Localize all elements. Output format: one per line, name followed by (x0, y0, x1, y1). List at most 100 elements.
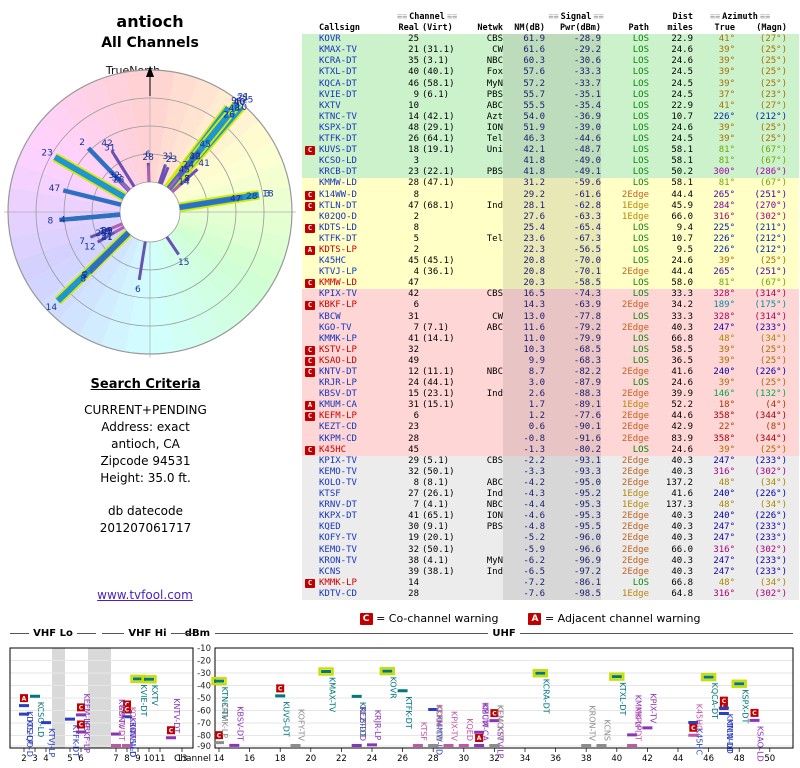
path-cell: LOS (632, 56, 649, 67)
callsign-link[interactable]: KMAX-TV (319, 45, 357, 56)
callsign-link[interactable]: KGO-TV (319, 322, 352, 333)
table-row: C KEFM-LP 6 1.2 -77.6 2Edge 44.6 358° (344°) (302, 411, 799, 423)
callsign-link[interactable]: KMUM-CA (319, 400, 357, 411)
path-cell: 2Edge (621, 566, 649, 577)
azimuth-magn-cell: (270°) (754, 200, 787, 211)
channel-tick-label: 16 (244, 754, 255, 764)
callsign-link[interactable]: KCNS (319, 566, 341, 577)
radar-sector (150, 212, 273, 304)
callsign-link[interactable]: KOFY-TV (319, 533, 357, 544)
warning-flag-cell: C (305, 578, 319, 589)
db-datecode-value: 201207061717 (99, 521, 192, 535)
table-row: KRON-TV 38 (4.1) MyN -6.2 -96.9 2Edge 40.3 247° (… (302, 555, 799, 567)
callsign-link[interactable]: KMMW-LD (319, 278, 357, 289)
callsign-link[interactable]: KTFK-DT (319, 134, 357, 145)
callsign-link[interactable]: KRCB-DT (319, 167, 357, 178)
callsign-link[interactable]: KSTV-LP (319, 344, 357, 355)
pwr-dbm-cell: -70.1 (545, 267, 601, 279)
network-cell (463, 356, 503, 367)
callsign-link[interactable]: KXTV (319, 100, 341, 111)
callsign-link[interactable]: KBKF-LP (319, 300, 357, 311)
callsign-link[interactable]: KEZT-CD (319, 422, 357, 433)
callsign-cell: KCRA-DT (319, 56, 391, 67)
callsign-link[interactable]: KRJR-LP (319, 378, 357, 389)
callsign-link[interactable]: KOLO-TV (319, 477, 357, 488)
chart-warning-letter: C (217, 732, 222, 739)
callsign-link[interactable]: KPIX-TV (319, 289, 357, 300)
radar-sector (10, 212, 151, 261)
callsign-link[interactable]: KNTV-DT (319, 367, 357, 377)
warning-flag-cell (305, 323, 319, 334)
callsign-link[interactable]: KMMK-LP (319, 577, 357, 588)
nm-db-cell: -1.3 (503, 444, 545, 456)
callsign-link[interactable]: K02QO-D (319, 211, 357, 222)
callsign-link[interactable]: KTFK-DT (319, 233, 357, 244)
virtual-channel-cell (419, 300, 463, 311)
radar-channel-label: 15 (178, 258, 189, 268)
callsign-link[interactable]: KSPX-DT (319, 122, 357, 133)
callsign-link[interactable]: KEFM-LP (319, 411, 357, 422)
uhf-panel-border (214, 647, 794, 749)
callsign-link[interactable]: KQCA-DT (319, 78, 357, 89)
callsign-link[interactable]: KBSV-DT (319, 389, 357, 400)
callsign-link[interactable]: KUVS-DT (319, 145, 357, 156)
real-channel-cell: 2 (413, 244, 419, 255)
callsign-link[interactable]: KTLN-DT (319, 200, 357, 211)
azimuth-true-cell: 240° (713, 511, 735, 522)
callsign-link[interactable]: KEMO-TV (319, 466, 357, 477)
callsign-link[interactable]: K45HC (319, 256, 347, 267)
warning-flag-cell (305, 334, 319, 345)
callsign-link[interactable]: KDTS-LD (319, 222, 357, 233)
nm-db-cell: 20.8 (503, 256, 545, 268)
virtual-channel-cell: (9.1) (422, 522, 450, 533)
warning-flag-cell: C (305, 445, 319, 456)
callsign-link[interactable]: KDTV-CD (319, 588, 357, 599)
table-row: KQED 30 (9.1) PBS -4.8 -95.5 2Edge 40.3 247° (233… (302, 522, 799, 534)
callsign-link[interactable]: KMMK-LP (319, 333, 357, 344)
channel-tick-label: 50 (764, 754, 775, 764)
nm-db-cell: 42.1 (503, 145, 545, 157)
callsign-link[interactable]: KCRA-DT (319, 56, 357, 67)
callsign-link[interactable]: KTXL-DT (319, 67, 357, 78)
virtual-channel-cell (419, 345, 463, 356)
callsign-link[interactable]: KQED (319, 522, 341, 533)
warning-flag-cell (305, 545, 319, 556)
radar-sector (150, 212, 290, 261)
callsign-link[interactable]: KRNV-DT (319, 500, 357, 511)
callsign-cell: KOVR (319, 34, 391, 45)
callsign-link[interactable]: KEMO-TV (319, 544, 357, 555)
callsign-link[interactable]: KTSF (319, 489, 341, 500)
callsign-link[interactable]: K45HC (319, 444, 347, 455)
callsign-link[interactable]: KTNC-TV (319, 111, 357, 122)
radar-spoke (137, 241, 147, 281)
chart-station-label: KRCB-DT (358, 702, 367, 738)
callsign-link[interactable]: KMMW-LD (319, 178, 357, 189)
page-title: antioch (116, 12, 184, 31)
callsign-link[interactable]: KTVJ-LP (319, 267, 357, 278)
col-virt: (Virt) (422, 23, 453, 34)
azimuth-magn-cell: (67°) (759, 178, 787, 189)
callsign-link[interactable]: KVIE-DT (319, 89, 357, 100)
co-channel-flag-icon: C (305, 201, 315, 211)
radar-channel-label: 4 (60, 216, 66, 226)
signal-bar (428, 744, 439, 747)
callsign-link[interactable]: KBCW (319, 311, 341, 322)
callsign-link[interactable]: K14WW-D (319, 189, 357, 200)
real-channel-cell: 27 (408, 489, 419, 500)
tvfool-link[interactable]: www.tvfool.com (97, 588, 193, 602)
callsign-cell: KVIE-DT (319, 90, 391, 101)
callsign-link[interactable]: KRON-TV (319, 555, 357, 566)
callsign-link[interactable]: KCSO-LD (319, 156, 357, 167)
co-channel-flag-icon: C (305, 445, 315, 455)
pwr-dbm-cell: -70.0 (545, 256, 601, 268)
callsign-link[interactable]: KKPM-CD (319, 433, 357, 444)
callsign-link[interactable]: KPIX-TV (319, 455, 357, 466)
table-row: C KUVS-DT 18 (19.1) Uni 42.1 -48.7 LOS 58.1 81° (6… (302, 145, 799, 157)
virtual-channel-cell: (50.1) (422, 544, 455, 555)
callsign-link[interactable]: KKPX-DT (319, 511, 357, 522)
virtual-channel-cell (419, 278, 463, 289)
callsign-link[interactable]: KOVR (319, 34, 341, 45)
callsign-link[interactable]: KDTS-LP (319, 244, 357, 255)
azimuth-magn-cell: (34°) (759, 477, 787, 488)
callsign-link[interactable]: KSAO-LD (319, 355, 357, 366)
